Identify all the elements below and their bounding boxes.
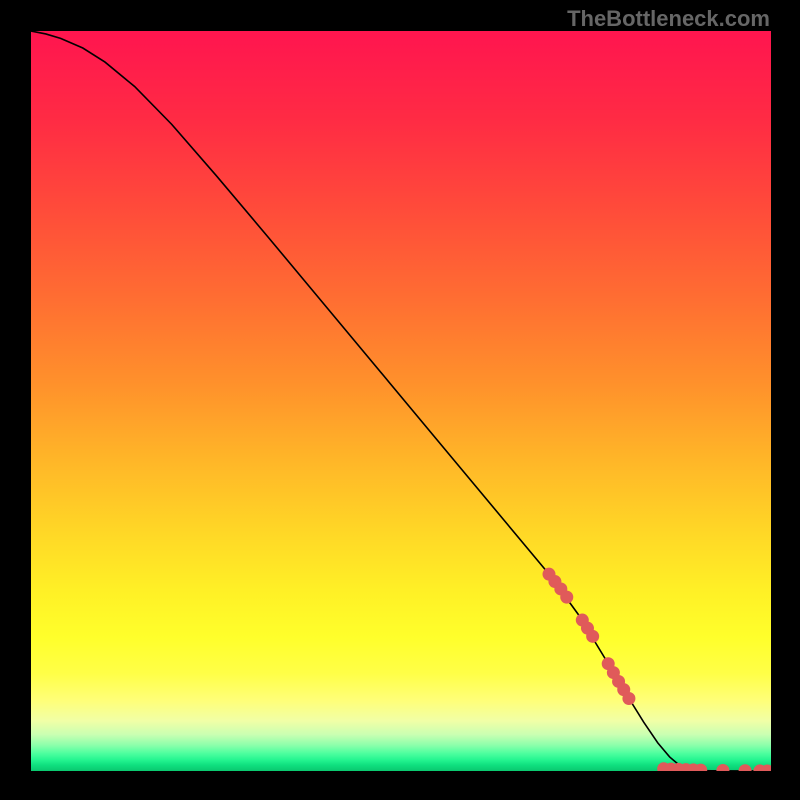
marker-point [739,764,752,771]
marker-point [586,630,599,643]
attribution-text: TheBottleneck.com [567,6,770,32]
plot-area [31,31,771,771]
chart-overlay [31,31,771,771]
marker-point [716,764,729,771]
curve-line [31,31,771,771]
chart-container: TheBottleneck.com [0,0,800,800]
marker-point [622,692,635,705]
marker-point [560,591,573,604]
